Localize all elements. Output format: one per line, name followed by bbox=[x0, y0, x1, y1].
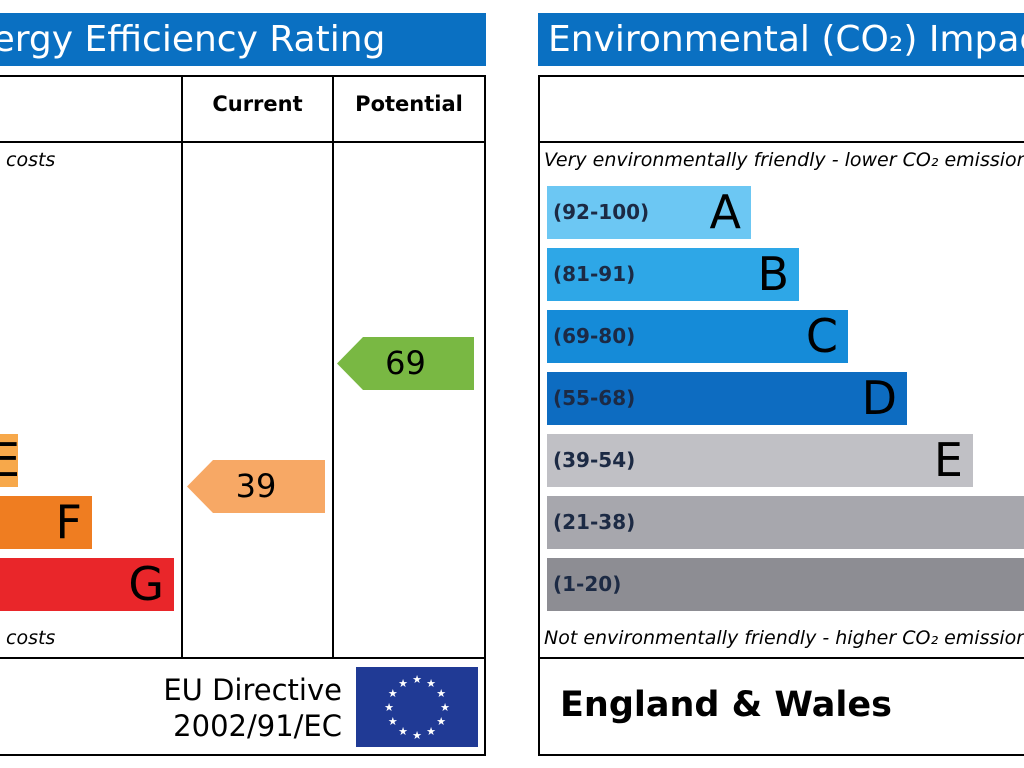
energy-header-divider bbox=[0, 141, 486, 143]
energy-bar-f: F bbox=[0, 496, 92, 549]
eu-star-icon: ★ bbox=[436, 715, 446, 728]
environmental-bar-range: (81-91) bbox=[553, 262, 636, 286]
current-rating-value: 39 bbox=[235, 467, 277, 505]
environmental-bar-b: (81-91) B bbox=[547, 248, 799, 301]
environmental-footer-divider bbox=[538, 657, 1024, 659]
energy-rating-title: Energy Efficiency Rating bbox=[0, 19, 386, 60]
eu-star-icon: ★ bbox=[388, 687, 398, 700]
environmental-header-divider bbox=[538, 141, 1024, 143]
eu-star-icon: ★ bbox=[412, 673, 422, 686]
eu-flag-stars: ★ ★★★★★★★★★★★ bbox=[384, 673, 450, 742]
energy-potential-divider bbox=[332, 75, 334, 659]
environmental-bar-letter: A bbox=[709, 185, 741, 239]
environmental-bar-f: (21-38)F bbox=[547, 496, 1024, 549]
energy-current-divider bbox=[181, 75, 183, 659]
energy-rating-header: Energy Efficiency Rating bbox=[0, 13, 486, 66]
energy-footer-divider bbox=[0, 657, 486, 659]
potential-rating-value: 69 bbox=[385, 344, 426, 382]
environmental-bar-a: (92-100) A bbox=[547, 186, 751, 239]
region-label: England & Wales bbox=[560, 685, 892, 725]
environmental-panel-frame bbox=[538, 75, 1024, 756]
environmental-bar-e: (39-54) E bbox=[547, 434, 973, 487]
environmental-bar-d: (55-68) D bbox=[547, 372, 907, 425]
environmental-bar-range: (1-20) bbox=[553, 572, 622, 596]
potential-rating-arrow-shape bbox=[337, 337, 474, 390]
environmental-rating-title: Environmental (CO₂) Impact Rating bbox=[548, 19, 1024, 60]
environmental-rating-header: Environmental (CO₂) Impact Rating bbox=[538, 13, 1024, 66]
energy-panel-frame bbox=[0, 75, 486, 756]
eu-flag-icon: ★ ★ ★ ★ ★ ★ ★ ★ ★ ★ ★ ★ bbox=[356, 667, 478, 747]
environmental-bar-range: (69-80) bbox=[553, 324, 636, 348]
eu-star-icon: ★ bbox=[412, 729, 422, 742]
environmental-bar-letter: D bbox=[861, 371, 897, 425]
potential-rating-arrow: 69 bbox=[337, 337, 474, 390]
environmental-bar-range: (92-100) bbox=[553, 200, 650, 224]
eu-star-icon: ★ bbox=[426, 677, 436, 690]
current-rating-arrow: 39 bbox=[187, 460, 325, 513]
eu-directive-line1: EU Directive bbox=[163, 673, 342, 707]
environmental-bar-letter: B bbox=[757, 247, 789, 301]
eu-star-icon: ★ bbox=[398, 677, 408, 690]
environmental-bottom-caption: Not environmentally friendly - higher CO… bbox=[544, 627, 1024, 649]
environmental-bar-range: (21-38) bbox=[553, 510, 636, 534]
environmental-bar-c: (69-80) C bbox=[547, 310, 848, 363]
eu-star-icon: ★ bbox=[436, 687, 446, 700]
energy-top-caption: costs bbox=[6, 149, 56, 171]
current-rating-arrow-shape bbox=[187, 460, 325, 513]
eu-star-icon: ★ bbox=[388, 715, 398, 728]
environmental-bar-range: (55-68) bbox=[553, 386, 636, 410]
energy-bar-e: E bbox=[0, 433, 20, 487]
current-column-header: Current bbox=[212, 92, 303, 116]
eu-star-icon: ★ bbox=[384, 701, 394, 714]
energy-bar-g: G bbox=[0, 558, 174, 611]
environmental-top-caption: Very environmentally friendly - lower CO… bbox=[544, 149, 1024, 171]
energy-bar-g-letter: G bbox=[128, 557, 164, 611]
eu-star-icon: ★ bbox=[440, 701, 450, 714]
environmental-bar-g: (1-20)G bbox=[547, 558, 1024, 611]
environmental-bar-letter: C bbox=[805, 309, 838, 363]
energy-bar-e-letter: E bbox=[0, 433, 20, 487]
eu-star-icon: ★ bbox=[398, 725, 408, 738]
energy-bottom-caption: costs bbox=[6, 627, 56, 649]
energy-bar-f-letter: F bbox=[55, 495, 82, 549]
environmental-bar-range: (39-54) bbox=[553, 448, 636, 472]
eu-directive-line2: 2002/91/EC bbox=[173, 709, 342, 743]
environmental-bar-letter: E bbox=[933, 433, 963, 487]
potential-column-header: Potential bbox=[355, 92, 463, 116]
eu-directive-text: EU Directive 2002/91/EC bbox=[163, 672, 342, 744]
eu-star-icon: ★ bbox=[426, 725, 436, 738]
